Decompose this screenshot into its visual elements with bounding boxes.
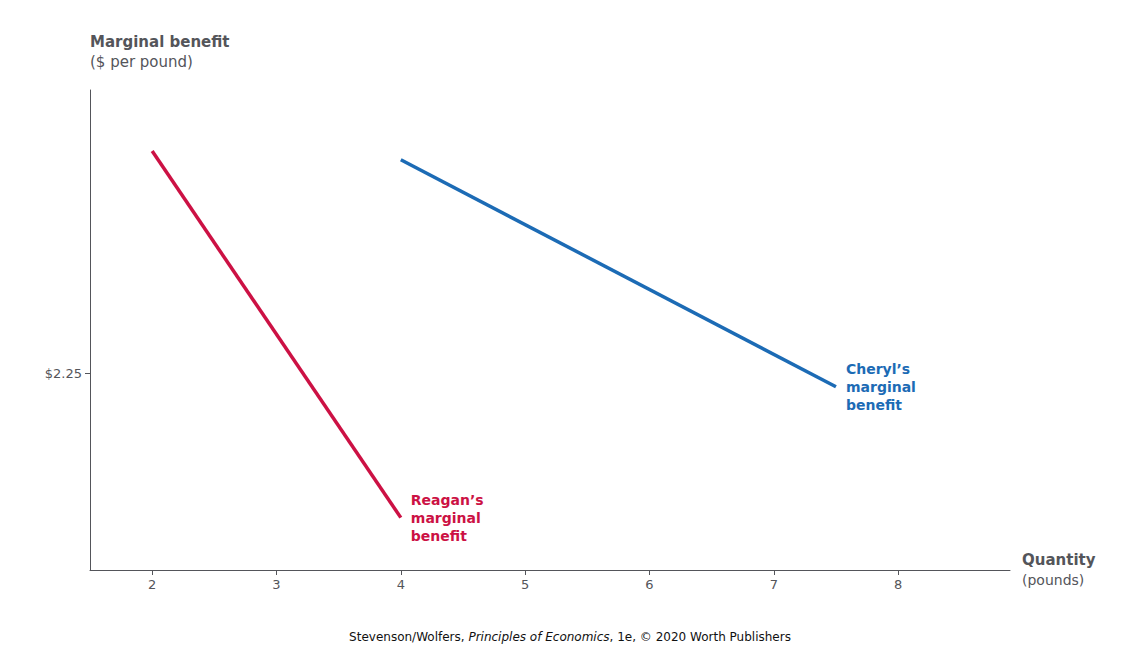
svg-text:(pounds): (pounds) bbox=[1022, 572, 1084, 588]
svg-text:marginal: marginal bbox=[411, 510, 481, 526]
svg-text:Marginal benefit: Marginal benefit bbox=[90, 33, 230, 51]
svg-text:6: 6 bbox=[645, 577, 653, 592]
svg-text:8: 8 bbox=[894, 577, 902, 592]
svg-text:benefit: benefit bbox=[846, 397, 902, 413]
svg-text:Stevenson/Wolfers,: Stevenson/Wolfers, bbox=[349, 630, 468, 644]
svg-text:marginal: marginal bbox=[846, 379, 916, 395]
svg-text:Principles of Economics: Principles of Economics bbox=[468, 630, 609, 644]
svg-text:$2.25: $2.25 bbox=[45, 366, 82, 381]
svg-text:7: 7 bbox=[770, 577, 778, 592]
svg-text:benefit: benefit bbox=[411, 528, 467, 544]
svg-text:3: 3 bbox=[272, 577, 280, 592]
svg-text:($ per pound): ($ per pound) bbox=[90, 53, 193, 71]
svg-text:Reagan’s: Reagan’s bbox=[411, 492, 484, 508]
svg-text:Quantity: Quantity bbox=[1022, 551, 1096, 569]
svg-text:5: 5 bbox=[521, 577, 529, 592]
svg-text:2: 2 bbox=[148, 577, 156, 592]
svg-text:, 1e, © 2020 Worth Publishers: , 1e, © 2020 Worth Publishers bbox=[610, 630, 791, 644]
svg-text:Cheryl’s: Cheryl’s bbox=[846, 361, 910, 377]
svg-text:4: 4 bbox=[397, 577, 405, 592]
